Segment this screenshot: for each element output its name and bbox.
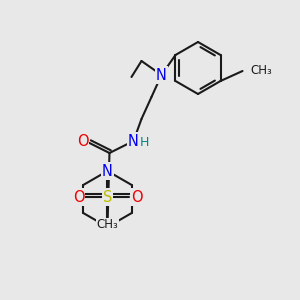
Text: H: H	[140, 136, 149, 148]
Text: S: S	[103, 190, 112, 205]
Text: N: N	[156, 68, 167, 82]
Text: O: O	[77, 134, 88, 148]
Text: O: O	[131, 190, 142, 205]
Text: N: N	[102, 164, 113, 178]
Text: N: N	[128, 134, 139, 148]
Text: CH₃: CH₃	[97, 218, 119, 232]
Text: CH₃: CH₃	[250, 64, 272, 77]
Text: O: O	[73, 190, 84, 205]
